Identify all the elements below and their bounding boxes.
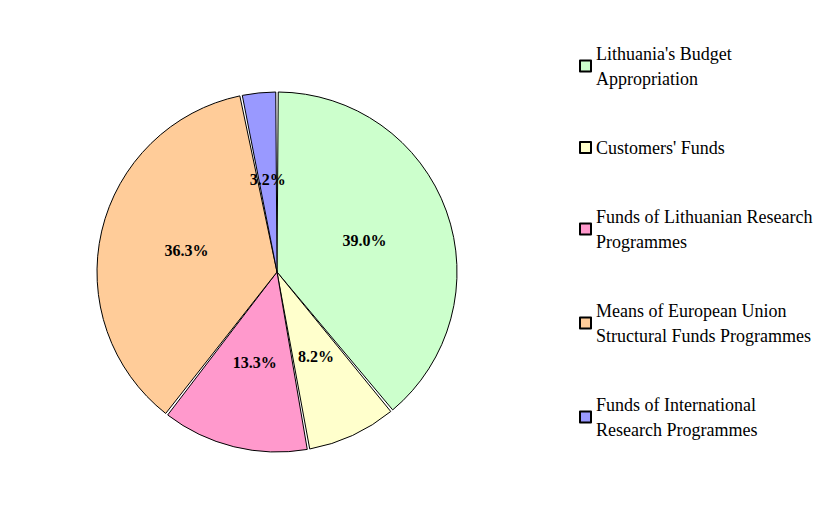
svg-text:Lithuania's Budget: Lithuania's Budget [596,44,736,64]
svg-text:Funds of International: Funds of International [596,395,760,415]
svg-text:39.0%: 39.0% [343,232,387,249]
svg-text:Means of European Union: Means of European Union [596,301,791,321]
svg-text:Funds of Lithuanian Research: Funds of Lithuanian Research [596,207,817,227]
svg-text:Structural Funds Programmes: Structural Funds Programmes [596,326,811,346]
svg-text:3.2%: 3.2% [250,171,286,188]
svg-text:Appropriation: Appropriation [596,69,698,89]
svg-text:Programmes: Programmes [596,232,687,252]
svg-text:8.2%: 8.2% [298,348,334,365]
svg-text:Customers' Funds: Customers' Funds [596,138,725,158]
svg-text:36.3%: 36.3% [164,242,208,259]
svg-text:Research Programmes: Research Programmes [596,420,757,440]
svg-text:13.3%: 13.3% [233,354,277,371]
